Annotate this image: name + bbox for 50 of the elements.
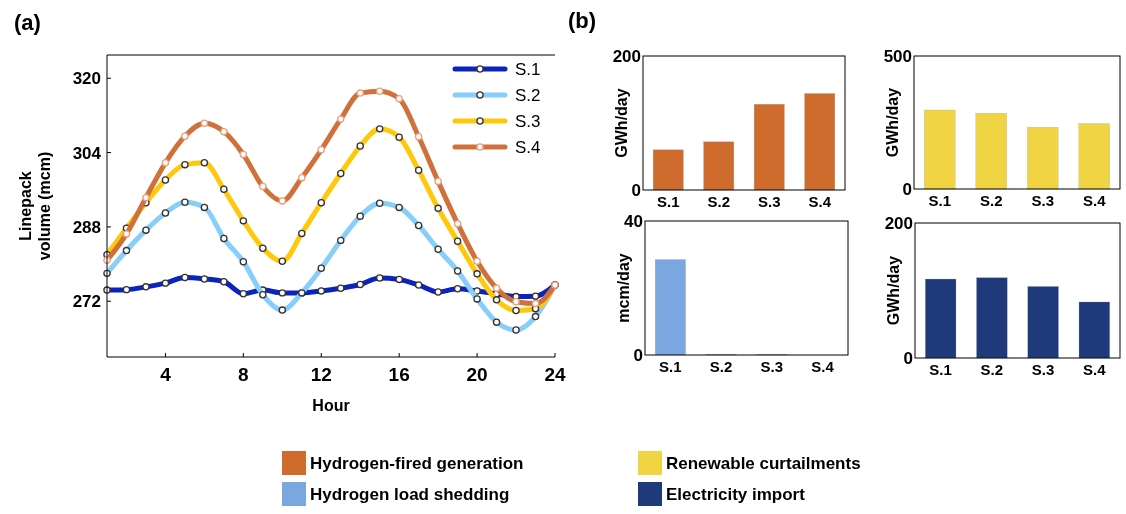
legend-label: Renewable curtailments [666, 453, 861, 473]
x-tick-label: 24 [544, 364, 566, 385]
chart-title: (a) [14, 10, 41, 35]
x-tick-label: 20 [466, 364, 488, 385]
legend-label: S.3 [515, 111, 541, 131]
y-tick-label: 0 [633, 345, 643, 365]
x-tick-label: S.2 [979, 192, 1003, 209]
y-tick-label: 304 [72, 143, 102, 163]
x-tick-label: S.3 [1031, 192, 1055, 209]
y-axis-title: GWh/day [885, 255, 902, 326]
x-tick-label: S.3 [760, 358, 784, 375]
x-tick-label: S.4 [1083, 361, 1107, 378]
x-tick-label: S.2 [980, 361, 1004, 378]
y-tick-label: 0 [902, 179, 912, 199]
x-tick-label: S.4 [811, 358, 835, 375]
x-tick-label: S.2 [707, 193, 731, 210]
x-tick-label: 12 [310, 364, 332, 385]
x-tick-label: S.1 [928, 192, 952, 209]
y-axis-title: mcm/day [615, 253, 632, 323]
x-tick-label: S.3 [757, 193, 781, 210]
legend-label: S.1 [515, 59, 541, 79]
legend-label: Electricity import [666, 484, 806, 504]
y-tick-label: 0 [903, 348, 913, 368]
x-tick-label: S.1 [659, 358, 682, 375]
x-tick-label: S.4 [1082, 192, 1107, 209]
x-tick-label: S.1 [656, 193, 680, 210]
legend-label: Hydrogen load shedding [310, 484, 510, 504]
y-tick-label: 200 [884, 213, 913, 233]
y-axis-title: GWh/day [884, 87, 901, 158]
y-tick-label: 272 [72, 292, 101, 312]
x-tick-label: S.2 [709, 358, 733, 375]
x-tick-label: S.3 [1031, 361, 1055, 378]
legend-label: Hydrogen-fired generation [310, 453, 524, 473]
chart-title: (b) [568, 8, 597, 33]
legend-label: S.4 [515, 137, 541, 157]
x-tick-label: 4 [160, 364, 172, 385]
y-tick-label: 320 [72, 69, 101, 89]
x-tick-label: S.4 [808, 193, 832, 210]
y-tick-label: 288 [72, 217, 101, 237]
legend-label: S.2 [515, 85, 541, 105]
x-tick-label: 16 [388, 364, 410, 385]
y-tick-label: 200 [612, 46, 641, 66]
x-tick-label: 8 [238, 364, 249, 385]
y-axis-title: GWh/day [613, 88, 630, 158]
y-tick-label: 0 [631, 180, 641, 200]
x-axis-title: Hour [312, 397, 350, 414]
y-tick-label: 40 [624, 211, 643, 231]
y-axis-title: Linepack volume (mcm) [17, 151, 53, 261]
x-tick-label: S.1 [929, 361, 952, 378]
y-tick-label: 500 [883, 46, 912, 66]
